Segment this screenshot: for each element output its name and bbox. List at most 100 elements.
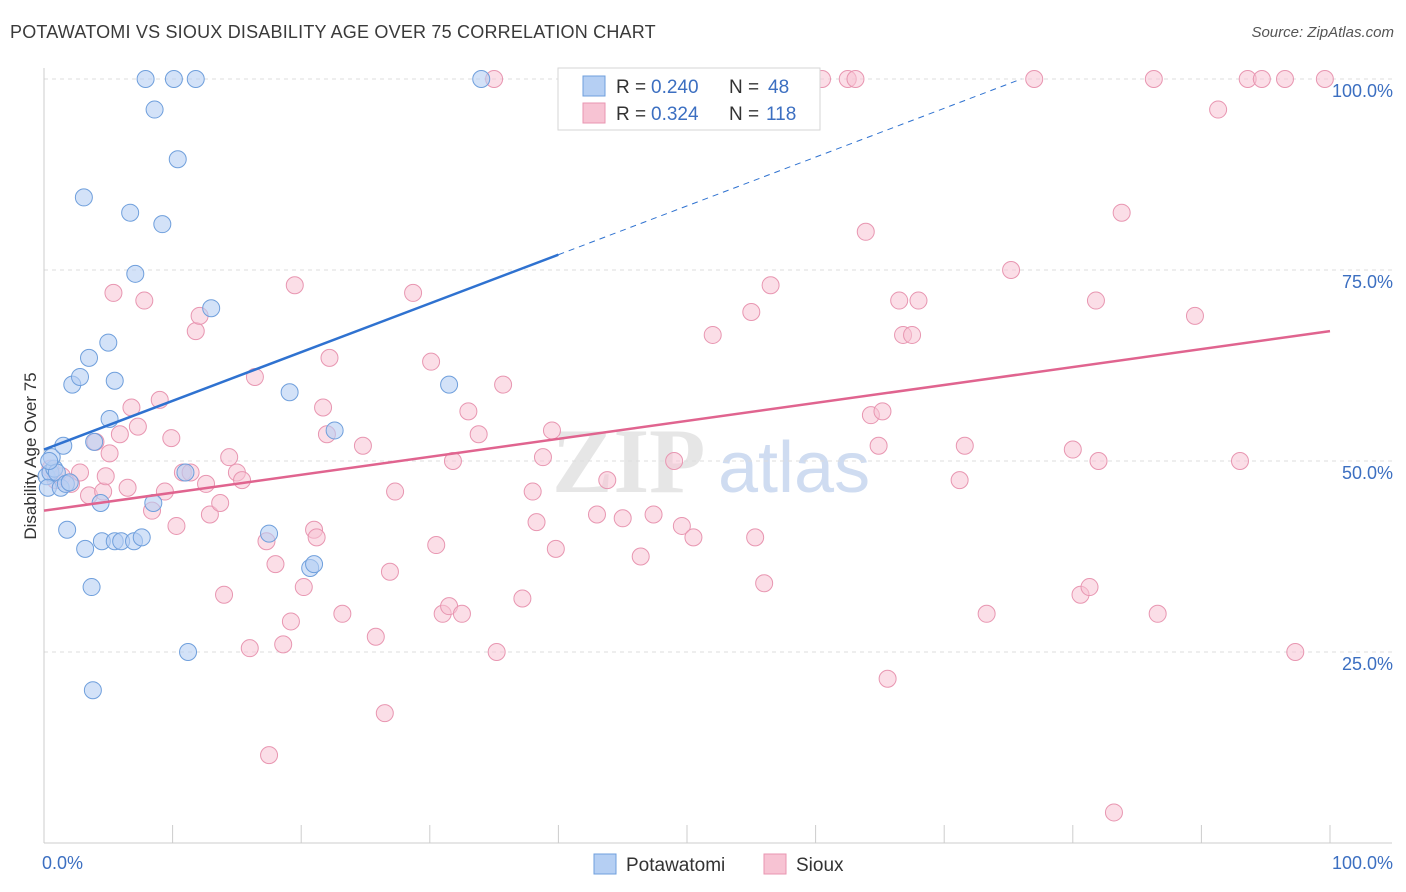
sioux-point-38: [281, 612, 300, 631]
potawatomi-point-39: [179, 643, 198, 661]
sioux-point-42: [307, 528, 326, 547]
potawatomi-point-38: [176, 463, 195, 482]
sioux-trend-line: [43, 329, 1331, 512]
bottom-legend-swatch-sioux: [763, 853, 787, 875]
potawatomi-point-37: [202, 299, 221, 318]
potawatomi-point-28: [126, 264, 145, 283]
sioux-point-52: [404, 283, 423, 302]
sioux-point-40: [294, 578, 313, 597]
sioux-point-9: [100, 444, 119, 463]
potawatomi-point-44: [325, 421, 344, 440]
y-tick-label-50: 50.0%: [1342, 463, 1393, 483]
potawatomi-point-12: [82, 578, 101, 597]
sioux-point-28: [215, 585, 234, 604]
potawatomi-point-11: [76, 539, 95, 558]
sioux-point-44: [320, 348, 339, 367]
sioux-point-75: [665, 452, 684, 470]
gridlines: [44, 78, 1392, 653]
sioux-point-69: [546, 539, 565, 558]
sioux-point-114: [1286, 643, 1305, 661]
bottom-legend-sioux: Sioux: [796, 855, 844, 876]
sioux-point-80: [746, 528, 765, 547]
y-tick-label-75: 75.0%: [1342, 272, 1393, 292]
sioux-point-64: [513, 589, 532, 608]
sioux-point-71: [598, 471, 617, 490]
sioux-point-91: [890, 291, 909, 310]
sioux-point-81: [755, 574, 774, 593]
sioux-point-11: [110, 425, 129, 444]
sioux-point-112: [1252, 70, 1271, 88]
sioux-point-73: [631, 547, 650, 566]
y-tick-label-100: 100.0%: [1332, 81, 1393, 101]
chart-title: POTAWATOMI VS SIOUX DISABILITY AGE OVER …: [10, 22, 656, 42]
legend-r-label-1: R =: [616, 77, 646, 98]
y-tick-label-25: 25.0%: [1342, 654, 1393, 674]
trend-lines: [43, 78, 1331, 512]
legend-swatch-sioux: [582, 102, 606, 124]
potawatomi-point-18: [132, 528, 151, 547]
potawatomi-point-34: [136, 70, 155, 88]
sioux-point-12: [118, 478, 137, 497]
sioux-point-32: [240, 639, 259, 658]
potawatomi-point-35: [164, 70, 183, 88]
potawatomi-point-8: [60, 473, 79, 492]
sioux-point-29: [220, 448, 239, 467]
potawatomi-point-43: [305, 555, 324, 574]
sioux-point-96: [955, 436, 974, 455]
sioux-point-98: [1002, 261, 1021, 279]
potawatomi-point-30: [74, 188, 93, 207]
sioux-point-106: [1144, 70, 1163, 88]
sioux-point-27: [211, 494, 230, 513]
potawatomi-point-41: [280, 383, 299, 402]
sioux-point-77: [684, 528, 703, 547]
sioux-point-74: [644, 505, 663, 524]
sioux-point-48: [366, 627, 385, 646]
potawatomi-point-36: [186, 70, 205, 88]
sioux-point-53: [422, 352, 441, 371]
x-tick-label-end: 100.0%: [1332, 853, 1393, 873]
potawatomi-point-31: [145, 100, 164, 119]
sioux-point-59: [459, 402, 478, 421]
potawatomi-point-29: [121, 203, 140, 222]
sioux-point-37: [274, 635, 293, 654]
sioux-point-85: [846, 70, 865, 88]
sioux-point-46: [333, 604, 352, 623]
sioux-point-8: [96, 467, 115, 486]
sioux-point-26: [200, 505, 219, 524]
sioux-point-110: [1230, 452, 1249, 470]
watermark: ZIP atlas: [552, 410, 870, 512]
potawatomi-point-46: [472, 70, 491, 88]
sioux-point-109: [1209, 100, 1228, 119]
sioux-point-54: [427, 536, 446, 555]
potawatomi-point-33: [168, 150, 187, 169]
bottom-legend: Potawatomi Sioux: [593, 853, 844, 876]
sioux-point-102: [1086, 291, 1105, 310]
chart-source: Source: ZipAtlas.com: [1251, 24, 1394, 41]
legend-n-value-2: 118: [766, 104, 796, 125]
sioux-point-65: [523, 482, 542, 501]
sioux-point-93: [903, 325, 922, 344]
sioux-point-23: [186, 322, 205, 341]
watermark-atlas: atlas: [718, 428, 870, 508]
sioux-point-10: [104, 283, 123, 302]
sioux-point-66: [527, 513, 546, 532]
potawatomi-point-26: [105, 371, 124, 390]
sioux-point-70: [587, 505, 606, 524]
potawatomi-point-47: [40, 452, 59, 470]
sioux-point-104: [1104, 803, 1123, 822]
y-tick-labels: 25.0% 50.0% 75.0% 100.0%: [1332, 81, 1393, 674]
x-tick-marks: [43, 825, 1331, 843]
sioux-point-90: [878, 669, 897, 688]
potawatomi-trend-line: [43, 253, 559, 451]
sioux-point-113: [1275, 70, 1294, 88]
potawatomi-point-32: [153, 215, 172, 234]
legend-box: R = 0.240 N = 48 R = 0.324 N = 118: [557, 67, 821, 131]
potawatomi-point-22: [80, 348, 99, 367]
sioux-point-89: [873, 402, 892, 421]
sioux-point-82: [761, 276, 780, 295]
sioux-point-97: [977, 604, 996, 623]
sioux-point-103: [1089, 452, 1108, 470]
sioux-point-67: [533, 448, 552, 467]
sioux-point-49: [375, 704, 394, 723]
